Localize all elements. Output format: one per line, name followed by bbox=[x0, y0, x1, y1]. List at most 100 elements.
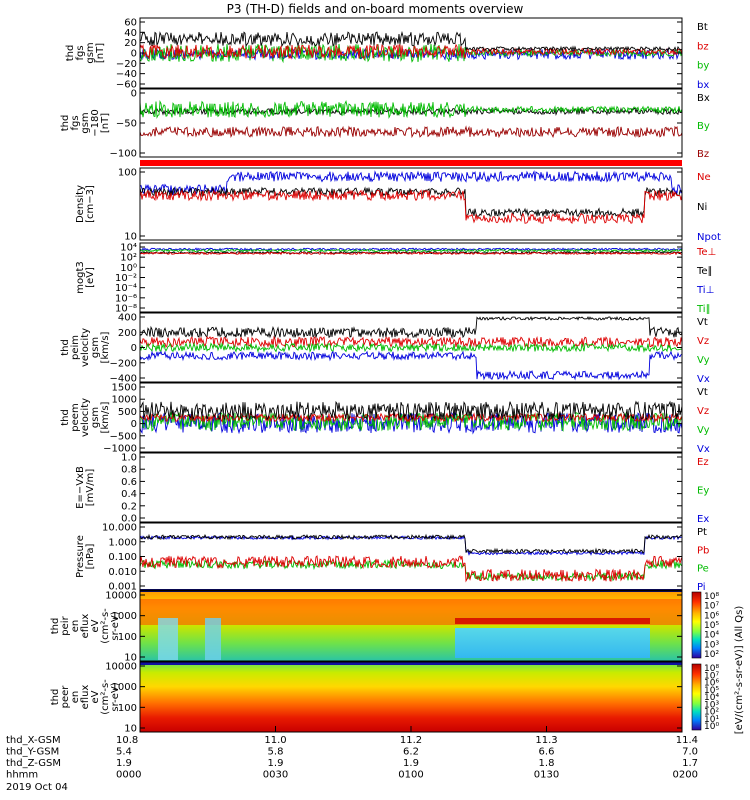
legend-entry: Ti∥ bbox=[696, 304, 711, 315]
x-tick-label: 6.6 bbox=[539, 747, 555, 758]
y-tick-label: −200 bbox=[110, 358, 137, 369]
legend-entry: Bx bbox=[697, 93, 710, 104]
y-tick-label: 0.010 bbox=[108, 567, 137, 578]
colorbar-tick-label: 10² bbox=[704, 708, 719, 718]
colorbar-tick-label: 10³ bbox=[704, 700, 719, 710]
legend-entry: Npot bbox=[697, 232, 721, 243]
y-tick-label: −20 bbox=[116, 59, 137, 70]
colorbar-tick-label: 10⁷ bbox=[704, 602, 719, 612]
y-tick-label: 10⁴ bbox=[120, 243, 137, 254]
x-row-name: thd_Z-GSM bbox=[6, 758, 61, 769]
panel-frame bbox=[139, 590, 683, 662]
legend-entry: Bz bbox=[697, 149, 709, 160]
ne-trace bbox=[139, 188, 683, 224]
y-tick-label: 10.000 bbox=[102, 523, 137, 534]
legend-entry: Vt bbox=[697, 317, 708, 328]
x-tick-label: 5.4 bbox=[116, 747, 132, 758]
bx-gsm-trace bbox=[139, 107, 683, 117]
y-tick-label: 10⁻⁴ bbox=[115, 283, 137, 294]
y-tick-label: −50 bbox=[116, 119, 137, 130]
y-axis-label: thd bbox=[50, 689, 61, 706]
colorbar-tick-label: 10⁵ bbox=[704, 621, 719, 631]
x-tick-label: 11.3 bbox=[535, 735, 557, 746]
colorbar-tick-label: 10⁸ bbox=[704, 592, 719, 602]
x-tick-label: 0000 bbox=[116, 770, 141, 781]
panel-frame bbox=[139, 452, 683, 523]
y-axis-label: [km/s] bbox=[100, 331, 111, 363]
y-axis-label: (cm²-s- bbox=[100, 679, 111, 715]
y-tick-label: −1000 bbox=[103, 444, 137, 455]
x-tick-label: 6.2 bbox=[403, 747, 419, 758]
y-tick-label: −500 bbox=[110, 431, 137, 442]
colorbar-label: [eV/(cm²-s-sr-eV)] (All Qs) bbox=[734, 606, 745, 735]
y-tick-label: 10000 bbox=[105, 662, 137, 673]
x-tick-label: 11.0 bbox=[264, 735, 286, 746]
legend-entry: Vx bbox=[697, 444, 710, 455]
y-axis-label: eflux bbox=[80, 685, 91, 710]
legend-entry: Vx bbox=[697, 374, 710, 385]
x-tick-label: 5.8 bbox=[268, 747, 284, 758]
y-axis-label: E=−VxB bbox=[75, 466, 86, 509]
y-axis-label: thd bbox=[60, 115, 71, 132]
plot-title: P3 (TH-D) fields and on-board moments ov… bbox=[226, 2, 524, 16]
y-tick-label: −40 bbox=[116, 69, 137, 80]
colorbar-tick-label: 10⁵ bbox=[704, 686, 719, 696]
y-tick-label: 10⁻⁸ bbox=[115, 304, 137, 315]
y-tick-label: 10⁰ bbox=[120, 263, 137, 274]
bt-trace bbox=[139, 30, 683, 53]
y-axis-label: peir bbox=[60, 615, 71, 635]
y-axis-label: thd bbox=[65, 45, 76, 62]
x-tick-label: 11.2 bbox=[400, 735, 422, 746]
legend-entry: By bbox=[697, 121, 710, 132]
x-tick-label: 1.9 bbox=[268, 758, 284, 769]
y-axis-label: eflux bbox=[80, 614, 91, 639]
y-tick-label: 0.001 bbox=[108, 582, 137, 593]
ti-perp-trace bbox=[139, 247, 683, 252]
y-tick-label: 10000 bbox=[105, 591, 137, 602]
ni-trace bbox=[139, 186, 683, 218]
y-tick-label: 10 bbox=[124, 232, 137, 243]
legend-entry: bx bbox=[697, 80, 709, 91]
y-tick-label: 0.8 bbox=[121, 465, 137, 476]
panel-frame bbox=[139, 167, 683, 241]
vx-ion-trace bbox=[139, 350, 683, 381]
x-tick-label: 10.8 bbox=[116, 735, 138, 746]
y-tick-label: 10 bbox=[124, 653, 137, 664]
electron-top-edge bbox=[140, 662, 682, 665]
legend-entry: Ez bbox=[697, 457, 709, 468]
y-axis-label: thd bbox=[60, 409, 71, 426]
x-tick-label: 0030 bbox=[263, 770, 288, 781]
y-axis-label: fgs bbox=[70, 115, 81, 130]
x-tick-label: 1.7 bbox=[682, 758, 698, 769]
ion-energy-band bbox=[455, 618, 650, 624]
y-axis-label: eV bbox=[90, 690, 101, 703]
legend-entry: Ey bbox=[697, 486, 709, 497]
npot-trace bbox=[139, 170, 683, 196]
legend-entry: Ne bbox=[697, 172, 711, 183]
y-axis-label: [eV] bbox=[85, 267, 96, 288]
y-tick-label: 0 bbox=[131, 343, 137, 354]
y-axis-label: sr-eV) bbox=[110, 682, 121, 711]
y-axis-label: thd bbox=[60, 339, 71, 356]
y-axis-label: [nT] bbox=[100, 113, 111, 133]
y-tick-label: 0.100 bbox=[108, 552, 137, 563]
panel-frame bbox=[139, 88, 683, 158]
y-tick-label: −400 bbox=[110, 374, 137, 385]
y-axis-label: sr-eV) bbox=[110, 611, 121, 640]
y-tick-label: 20 bbox=[124, 38, 137, 49]
bz-gsm-trace bbox=[139, 125, 683, 139]
legend-entry: Pb bbox=[697, 545, 709, 556]
ion-low-flux-region bbox=[455, 628, 650, 658]
y-axis-label: fgs bbox=[75, 45, 86, 60]
y-axis-label: [mV/m] bbox=[85, 469, 96, 507]
legend-entry: Ni bbox=[697, 202, 707, 213]
colorbar-tick-label: 10⁰ bbox=[704, 722, 719, 732]
y-axis-label: Density bbox=[75, 185, 86, 223]
colorbar-tick-label: 10² bbox=[704, 650, 719, 660]
panel-frame bbox=[139, 522, 683, 591]
y-axis-label: [nT] bbox=[95, 43, 106, 63]
y-tick-label: 0 bbox=[131, 49, 137, 60]
y-axis-label: gsm bbox=[90, 337, 101, 358]
x-tick-label: 0130 bbox=[534, 770, 559, 781]
y-tick-label: 10 bbox=[124, 724, 137, 735]
